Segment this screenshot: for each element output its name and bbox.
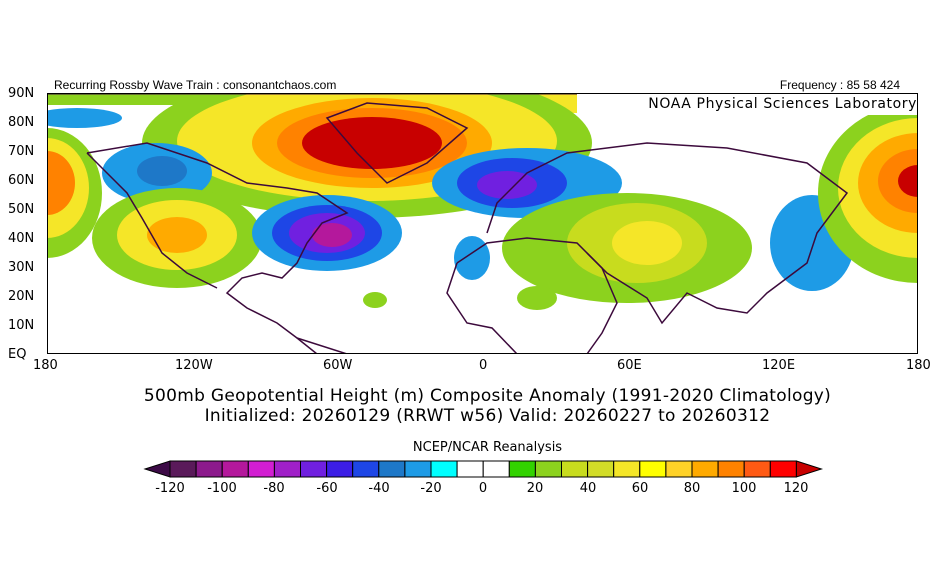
colorbar (143, 460, 824, 478)
lon-label: 120E (762, 358, 796, 373)
colorbar-tick-label: 120 (783, 481, 809, 496)
colorbar-swatch (482, 460, 510, 478)
map-title: 500mb Geopotential Height (m) Composite … (143, 386, 832, 406)
lat-label: 50N (8, 202, 35, 217)
lat-label: 10N (8, 318, 35, 333)
lat-label: EQ (8, 347, 27, 362)
lon-label: 0 (479, 358, 488, 373)
colorbar-swatch (534, 460, 562, 478)
lon-label: 120W (175, 358, 213, 373)
colorbar-swatch (169, 460, 197, 478)
colorbar-swatch (300, 460, 328, 478)
lat-label: 30N (8, 260, 35, 275)
lon-label: 180 (906, 358, 930, 373)
colorbar-over-arrow (795, 460, 824, 478)
lat-label: 20N (8, 289, 35, 304)
data-source: NCEP/NCAR Reanalysis (412, 440, 563, 455)
colorbar-swatch (717, 460, 745, 478)
colorbar-swatch (195, 460, 223, 478)
colorbar-tick-label: -40 (368, 481, 390, 496)
frequency-text: Frequency : 85 58 424 (779, 78, 900, 92)
anomaly-map (47, 93, 918, 354)
colorbar-swatch (587, 460, 615, 478)
lab-label: NOAA Physical Sciences Laboratory (577, 94, 917, 115)
lat-label: 80N (8, 115, 35, 130)
colorbar-swatch (691, 460, 719, 478)
colorbar-swatch (639, 460, 667, 478)
anomaly-contours (47, 93, 918, 310)
colorbar-tick-label: -80 (263, 481, 285, 496)
colorbar-swatch (769, 460, 797, 478)
colorbar-swatch (378, 460, 406, 478)
colorbar-tick-label: 60 (631, 481, 649, 496)
lon-label: 180 (33, 358, 58, 373)
colorbar-swatch (665, 460, 693, 478)
colorbar-tick-label: 40 (579, 481, 597, 496)
colorbar-swatch (613, 460, 641, 478)
lat-label: 40N (8, 231, 35, 246)
colorbar-swatch (247, 460, 275, 478)
colorbar-swatch (352, 460, 380, 478)
colorbar-tick-label: -20 (420, 481, 442, 496)
colorbar-tick-label: -60 (316, 481, 338, 496)
colorbar-tick-label: 0 (478, 481, 488, 496)
colorbar-swatch (326, 460, 354, 478)
colorbar-tick-label: -120 (155, 481, 185, 496)
source-credit: Recurring Rossby Wave Train : consonantc… (54, 78, 337, 92)
colorbar-tick-label: 100 (731, 481, 757, 496)
lat-label: 70N (8, 144, 35, 159)
lon-label: 60W (323, 358, 353, 373)
lon-label: 60E (617, 358, 642, 373)
colorbar-swatch (430, 460, 458, 478)
colorbar-swatch (508, 460, 536, 478)
colorbar-under-arrow (143, 460, 171, 478)
colorbar-tick-label: 80 (683, 481, 701, 496)
lat-label: 90N (8, 86, 35, 101)
coastlines (86, 102, 849, 354)
colorbar-swatch (273, 460, 301, 478)
map-subtitle: Initialized: 20260129 (RRWT w56) Valid: … (204, 406, 771, 426)
colorbar-swatch (561, 460, 589, 478)
colorbar-swatch (404, 460, 432, 478)
colorbar-tick-label: 20 (526, 481, 544, 496)
colorbar-swatch (221, 460, 249, 478)
lat-label: 60N (8, 173, 35, 188)
colorbar-swatch (743, 460, 771, 478)
colorbar-swatch (456, 460, 484, 478)
colorbar-tick-label: -100 (207, 481, 237, 496)
